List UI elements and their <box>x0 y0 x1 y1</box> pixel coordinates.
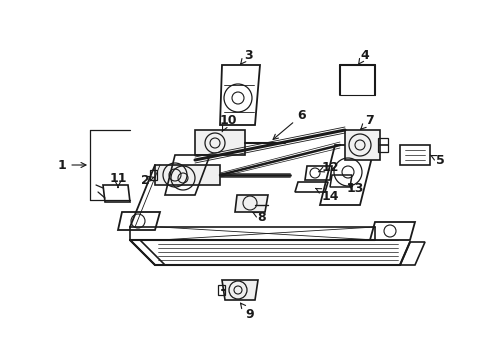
Text: 3: 3 <box>241 49 252 64</box>
Text: 11: 11 <box>109 171 127 188</box>
Text: 6: 6 <box>273 108 306 139</box>
Polygon shape <box>155 165 220 185</box>
Text: 9: 9 <box>241 303 254 321</box>
Text: 10: 10 <box>219 113 237 132</box>
Polygon shape <box>195 130 245 155</box>
Polygon shape <box>345 130 380 160</box>
Polygon shape <box>222 280 258 300</box>
Text: 8: 8 <box>252 211 266 224</box>
Text: 5: 5 <box>430 153 444 166</box>
Text: 13: 13 <box>346 181 364 194</box>
Text: 14: 14 <box>316 188 339 202</box>
Text: 1: 1 <box>58 158 86 171</box>
Text: 2: 2 <box>141 174 155 186</box>
Text: 12: 12 <box>318 161 339 174</box>
Text: 4: 4 <box>358 49 369 64</box>
Text: 7: 7 <box>361 113 374 129</box>
Polygon shape <box>235 195 268 212</box>
